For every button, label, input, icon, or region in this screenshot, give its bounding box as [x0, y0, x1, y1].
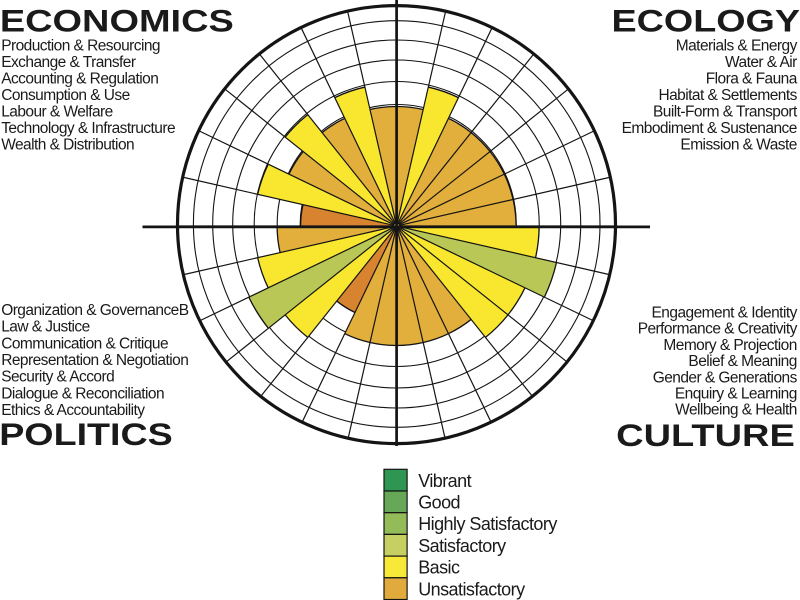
svg-text:Security & Accord: Security & Accord — [1, 369, 114, 386]
svg-text:ECOLOGY: ECOLOGY — [612, 3, 800, 39]
svg-text:Flora & Fauna: Flora & Fauna — [706, 70, 798, 87]
svg-text:Dialogue & Reconciliation: Dialogue & Reconciliation — [1, 385, 164, 402]
svg-text:Consumption & Use: Consumption & Use — [1, 87, 130, 104]
svg-text:Law & Justice: Law & Justice — [1, 319, 89, 336]
svg-text:Gender & Generations: Gender & Generations — [653, 369, 798, 386]
svg-text:POLITICS: POLITICS — [0, 416, 173, 452]
svg-text:Enquiry & Learning: Enquiry & Learning — [675, 386, 797, 403]
svg-text:ECONOMICS: ECONOMICS — [0, 3, 234, 39]
svg-text:Production & Resourcing: Production & Resourcing — [1, 37, 160, 54]
svg-text:Exchange & Transfer: Exchange & Transfer — [1, 54, 136, 71]
svg-text:Belief & Meaning: Belief & Meaning — [688, 353, 796, 370]
svg-text:Organization & GovernanceB: Organization & GovernanceB — [1, 302, 189, 319]
svg-text:Embodiment & Sustenance: Embodiment & Sustenance — [622, 120, 797, 137]
svg-text:Basic: Basic — [418, 558, 460, 578]
svg-text:Labour & Welfare: Labour & Welfare — [1, 103, 113, 120]
svg-text:Habitat & Settlements: Habitat & Settlements — [658, 87, 797, 104]
svg-text:Representation & Negotiation: Representation & Negotiation — [1, 352, 188, 369]
svg-text:Technology & Infrastructure: Technology & Infrastructure — [1, 120, 175, 137]
svg-text:Water & Air: Water & Air — [725, 54, 797, 71]
svg-text:Unsatisfactory: Unsatisfactory — [418, 579, 525, 599]
svg-text:Vibrant: Vibrant — [418, 471, 471, 491]
svg-text:Highly Satisfactory: Highly Satisfactory — [418, 514, 557, 534]
svg-text:Good: Good — [418, 493, 460, 513]
svg-text:Emission & Waste: Emission & Waste — [680, 136, 796, 153]
svg-text:Memory & Projection: Memory & Projection — [663, 337, 796, 354]
svg-text:Engagement & Identity: Engagement & Identity — [652, 305, 798, 322]
svg-text:Wellbeing & Health: Wellbeing & Health — [675, 402, 797, 419]
svg-text:CULTURE: CULTURE — [616, 417, 795, 453]
svg-text:Communication & Critique: Communication & Critique — [1, 335, 168, 352]
svg-text:Ethics & Accountability: Ethics & Accountability — [1, 402, 145, 419]
svg-text:Wealth & Distribution: Wealth & Distribution — [1, 136, 134, 153]
svg-text:Accounting & Regulation: Accounting & Regulation — [1, 70, 158, 87]
svg-text:Materials & Energy: Materials & Energy — [676, 37, 798, 54]
svg-text:Built-Form & Transport: Built-Form & Transport — [653, 103, 798, 120]
svg-text:Satisfactory: Satisfactory — [418, 536, 506, 556]
svg-text:Performance & Creativity: Performance & Creativity — [638, 321, 798, 338]
